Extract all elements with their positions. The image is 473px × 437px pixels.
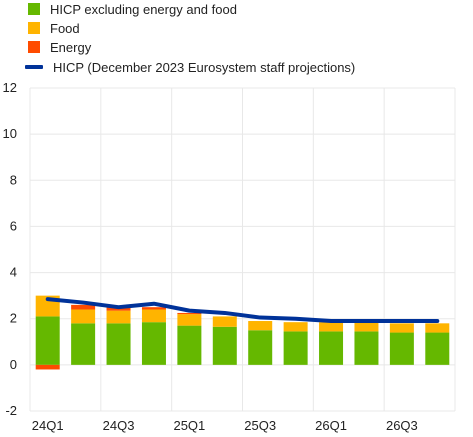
legend-item-core: HICP excluding energy and food (28, 0, 237, 18)
y-tick-label: 10 (3, 126, 17, 141)
legend-swatch-energy (28, 41, 40, 53)
legend-swatch-core (28, 3, 40, 15)
bar-food-25Q3 (248, 321, 273, 331)
bar-food-26Q3 (389, 323, 414, 333)
legend-label-core: HICP excluding energy and food (50, 1, 237, 17)
bar-food-24Q2 (71, 309, 96, 324)
legend: HICP excluding energy and food Food Ener… (0, 0, 473, 80)
bar-hicp-25Q3 (248, 330, 273, 365)
bar-hicp-24Q3 (106, 323, 131, 365)
bar-hicp-24Q4 (141, 322, 166, 365)
bar-food-26Q1 (319, 322, 344, 332)
bar-food-26Q2 (354, 322, 379, 332)
legend-label-hicp: HICP (December 2023 Eurosystem staff pro… (53, 59, 356, 75)
bar-food-25Q1 (177, 314, 202, 326)
x-tick-label: 24Q1 (32, 418, 64, 433)
y-tick-label: 0 (10, 357, 17, 372)
legend-line-hicp (25, 65, 43, 69)
y-tick-label: 4 (10, 265, 17, 280)
legend-item-energy: Energy (28, 38, 91, 56)
bar-hicp-26Q3 (389, 332, 414, 365)
bar-hicp-25Q1 (177, 325, 202, 365)
legend-item-food: Food (28, 19, 80, 37)
bar-energy-24Q4 (141, 307, 166, 310)
bar-hicp-26Q1 (319, 331, 344, 365)
bar-food-26Q4 (425, 323, 450, 333)
bar-energy-25Q1 (177, 312, 202, 315)
y-tick-label: 6 (10, 218, 17, 233)
legend-swatch-food (28, 22, 40, 34)
bar-energy-24Q1 (35, 364, 60, 370)
bar-food-25Q2 (212, 316, 237, 327)
y-tick-label: 12 (3, 80, 17, 95)
bar-hicp-26Q4 (425, 332, 450, 365)
bar-food-24Q3 (106, 310, 131, 324)
x-tick-label: 25Q1 (173, 418, 205, 433)
bar-hicp-25Q4 (283, 331, 308, 365)
y-tick-label: 2 (10, 311, 17, 326)
legend-label-energy: Energy (50, 39, 92, 55)
legend-item-hicp: HICP (December 2023 Eurosystem staff pro… (25, 58, 356, 76)
bar-food-25Q4 (283, 322, 308, 332)
bar-food-24Q4 (141, 309, 166, 323)
legend-label-food: Food (50, 20, 80, 36)
x-tick-label: 25Q3 (244, 418, 276, 433)
y-tick-label: 8 (10, 172, 17, 187)
x-tick-label: 26Q1 (315, 418, 347, 433)
x-tick-label: 26Q3 (386, 418, 418, 433)
hicp-line (45, 297, 440, 324)
bar-hicp-24Q1 (35, 316, 60, 365)
x-tick-label: 24Q3 (103, 418, 135, 433)
bar-hicp-26Q2 (354, 331, 379, 365)
bar-energy-24Q2 (71, 304, 96, 310)
bar-hicp-25Q2 (212, 326, 237, 365)
bar-hicp-24Q2 (71, 323, 96, 365)
y-tick-label: -2 (5, 403, 17, 418)
